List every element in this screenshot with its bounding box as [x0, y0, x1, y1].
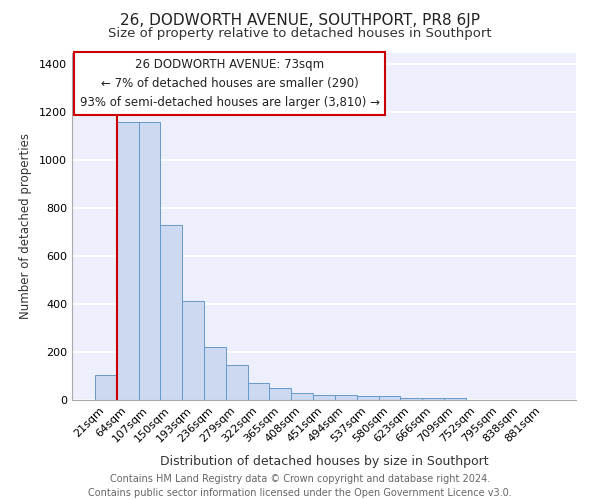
- Text: 26 DODWORTH AVENUE: 73sqm
← 7% of detached houses are smaller (290)
93% of semi-: 26 DODWORTH AVENUE: 73sqm ← 7% of detach…: [80, 58, 380, 108]
- Text: Size of property relative to detached houses in Southport: Size of property relative to detached ho…: [108, 28, 492, 40]
- Bar: [139, 122, 160, 400]
- Bar: [160, 225, 182, 400]
- Text: Contains HM Land Registry data © Crown copyright and database right 2024.
Contai: Contains HM Land Registry data © Crown c…: [88, 474, 512, 498]
- Bar: [117, 122, 139, 400]
- X-axis label: Distribution of detached houses by size in Southport: Distribution of detached houses by size …: [160, 455, 488, 468]
- Bar: [204, 348, 226, 400]
- Bar: [422, 398, 444, 400]
- Y-axis label: Number of detached properties: Number of detached properties: [19, 133, 32, 320]
- Bar: [291, 393, 313, 400]
- Text: 26, DODWORTH AVENUE, SOUTHPORT, PR8 6JP: 26, DODWORTH AVENUE, SOUTHPORT, PR8 6JP: [120, 12, 480, 28]
- Bar: [269, 388, 291, 400]
- Bar: [248, 383, 269, 400]
- Bar: [379, 396, 400, 400]
- Bar: [313, 395, 335, 400]
- Bar: [182, 300, 204, 400]
- Bar: [444, 398, 466, 400]
- Bar: [95, 375, 117, 400]
- Bar: [226, 365, 248, 400]
- Bar: [400, 398, 422, 400]
- Bar: [357, 396, 379, 400]
- Bar: [335, 395, 357, 400]
